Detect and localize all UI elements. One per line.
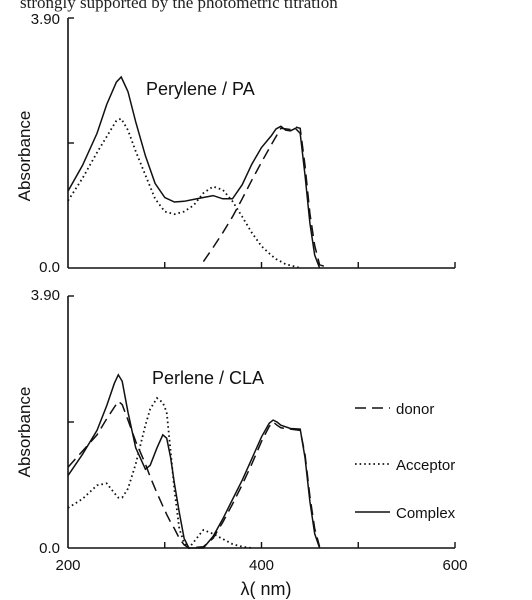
series-complex-line (67, 75, 321, 269)
bottom-y-tick-min: 0.0 (39, 540, 60, 557)
top-y-tick-max: 3.90 (31, 11, 60, 28)
bottom-x-tick-labels: 200 400 600 (55, 557, 467, 574)
series-donor-line (202, 126, 330, 269)
top-chart-title: Perylene / PA (146, 79, 255, 99)
top-y-tick-min: 0.0 (39, 259, 60, 276)
bottom-series-group (67, 373, 321, 550)
legend-label: donor (396, 401, 434, 418)
bottom-y-tick-max: 3.90 (31, 287, 60, 304)
series-donor-line (67, 400, 321, 549)
bottom-chart-title: Perlene / CLA (152, 368, 264, 388)
top-series-group (67, 75, 330, 269)
bottom-x-axis-label: λ( nm) (241, 579, 292, 599)
x-tick-label: 600 (442, 557, 467, 574)
series-acceptor-line (67, 396, 252, 550)
bottom-chart-panel: 3.90 0.0 Absorbance Perlene / CLA λ( nm)… (15, 287, 468, 599)
bottom-y-axis-label: Absorbance (15, 387, 34, 478)
series-acceptor-line (67, 117, 301, 269)
legend-label: Complex (396, 505, 456, 522)
page-header-text: strongly supported by the photometric ti… (20, 0, 338, 12)
x-tick-label: 400 (249, 557, 274, 574)
top-chart-panel: 3.90 0.0 Absorbance Perylene / PA (15, 11, 456, 276)
legend-label: Acceptor (396, 457, 455, 474)
series-complex-line (67, 373, 321, 549)
bottom-axis-ticks (68, 295, 456, 548)
legend: donor Acceptor Complex (355, 401, 456, 522)
x-tick-label: 200 (55, 557, 80, 574)
top-axis-ticks (68, 17, 456, 268)
top-y-axis-label: Absorbance (15, 111, 34, 202)
